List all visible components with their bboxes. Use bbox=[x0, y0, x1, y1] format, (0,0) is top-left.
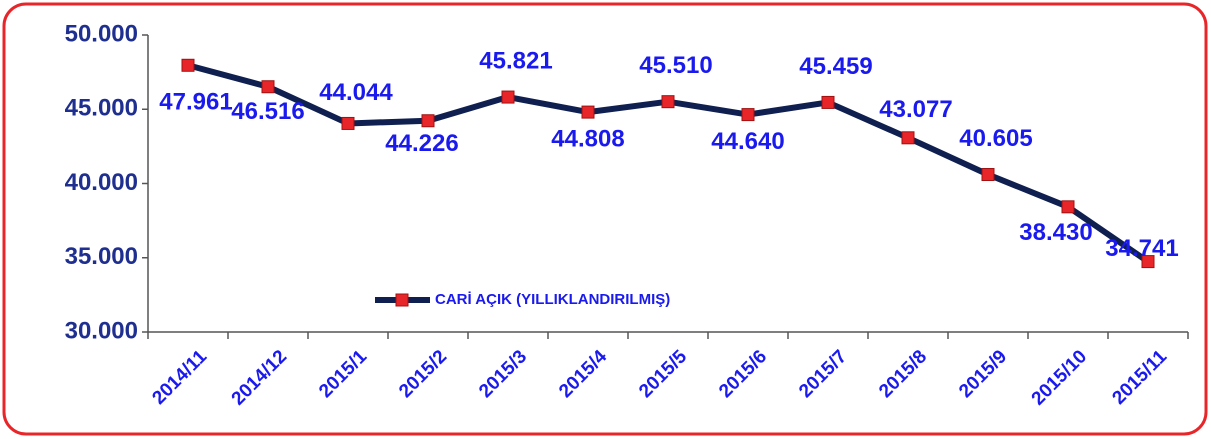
data-label: 45.510 bbox=[639, 52, 712, 79]
marker bbox=[981, 168, 995, 182]
marker bbox=[901, 131, 915, 145]
marker bbox=[1061, 200, 1075, 214]
y-tick-label: 35.000 bbox=[65, 243, 138, 270]
data-label: 45.821 bbox=[479, 47, 552, 74]
data-label: 44.044 bbox=[319, 79, 393, 106]
y-tick-label: 30.000 bbox=[65, 317, 138, 344]
marker bbox=[661, 95, 675, 109]
y-tick-label: 50.000 bbox=[65, 20, 138, 47]
marker bbox=[421, 114, 435, 128]
marker bbox=[581, 105, 595, 119]
data-label: 38.430 bbox=[1019, 219, 1092, 246]
legend-label: CARİ AÇIK (YILLIKLANDIRILMIŞ) bbox=[435, 291, 670, 308]
data-label: 43.077 bbox=[879, 96, 952, 123]
marker bbox=[501, 90, 515, 104]
data-label: 47.961 bbox=[159, 89, 232, 116]
data-label: 40.605 bbox=[959, 125, 1032, 152]
marker bbox=[1141, 255, 1155, 269]
data-label: 44.226 bbox=[385, 130, 458, 157]
marker bbox=[181, 58, 195, 72]
data-label: 46.516 bbox=[231, 98, 304, 125]
legend-marker bbox=[395, 293, 409, 307]
y-tick-label: 45.000 bbox=[65, 95, 138, 122]
data-label: 44.808 bbox=[551, 125, 624, 152]
marker bbox=[341, 116, 355, 130]
marker bbox=[261, 80, 275, 94]
data-label: 34.741 bbox=[1105, 235, 1178, 262]
marker bbox=[741, 108, 755, 122]
y-tick-label: 40.000 bbox=[65, 169, 138, 196]
data-label: 44.640 bbox=[711, 128, 784, 155]
data-label: 45.459 bbox=[799, 53, 872, 80]
marker bbox=[821, 95, 835, 109]
